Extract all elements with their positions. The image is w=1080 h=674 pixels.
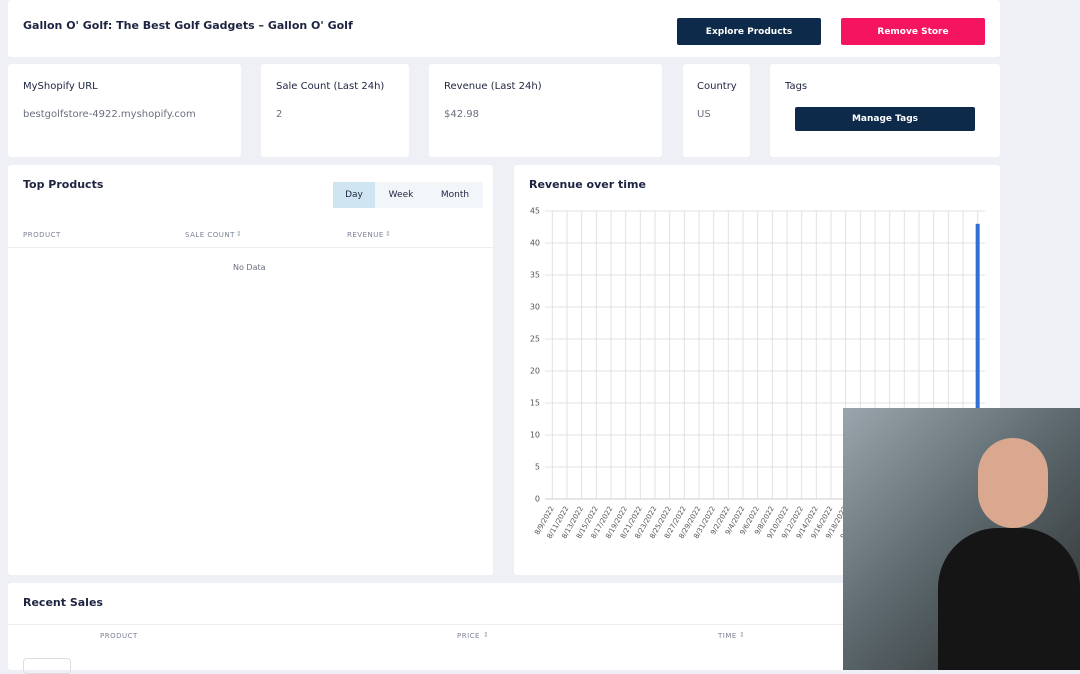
empty-message: No Data <box>233 263 266 272</box>
stat-card: Sale Count (Last 24h) 2 <box>261 64 409 157</box>
y-tick-label: 20 <box>530 367 540 376</box>
tab[interactable]: Week <box>388 190 414 200</box>
column-header: PRODUCT <box>100 632 138 640</box>
tags-card: Tags Manage Tags <box>770 64 1000 157</box>
y-tick-label: 35 <box>530 271 540 280</box>
section-title: Recent Sales <box>23 596 103 609</box>
section-title: Top Products <box>23 178 104 191</box>
stat-label: Country <box>697 81 737 92</box>
tags-label: Tags <box>785 81 808 92</box>
stat-value: $42.98 <box>444 109 479 120</box>
sort-icon[interactable]: ⇕ <box>483 631 489 639</box>
column-header[interactable]: SALE COUNT <box>185 231 235 239</box>
webcam-face <box>978 438 1048 528</box>
stat-value: bestgolfstore-4922.myshopify.com <box>23 109 196 120</box>
webcam-overlay <box>843 408 1080 670</box>
top-products-card: Top Products Day Week Month PRODUCT SALE… <box>8 165 493 575</box>
explore-button[interactable]: Explore Products <box>677 18 821 45</box>
webcam-person <box>938 528 1080 670</box>
stat-label: Sale Count (Last 24h) <box>276 81 385 92</box>
chart-card: Revenue over time 0 5 10 15 20 25 30 35 40 45 8/9/… <box>514 165 1000 575</box>
tab-bar: Day Week Month <box>333 182 483 208</box>
header-card: Gallon O' Golf: The Best Golf Gadgets – … <box>8 0 1000 57</box>
y-tick-label: 15 <box>530 399 540 408</box>
tab[interactable]: Month <box>440 190 470 200</box>
y-tick-label: 25 <box>530 335 540 344</box>
stat-value: US <box>697 109 711 120</box>
y-tick-label: 5 <box>535 463 540 472</box>
stat-card: MyShopify URL bestgolfstore-4922.myshopi… <box>8 64 241 157</box>
manage-tags-button[interactable]: Manage Tags <box>795 107 975 131</box>
tab[interactable]: Day <box>333 182 375 208</box>
stat-value: 2 <box>276 109 283 120</box>
bar <box>975 223 980 500</box>
stat-label: MyShopify URL <box>23 81 98 92</box>
stat-card: Revenue (Last 24h) $42.98 <box>429 64 662 157</box>
divider <box>8 624 1000 625</box>
divider <box>8 247 493 248</box>
column-header: PRODUCT <box>23 231 61 239</box>
y-tick-label: 45 <box>530 207 540 216</box>
column-header[interactable]: TIME <box>718 632 737 640</box>
y-tick-label: 30 <box>530 303 540 312</box>
column-header[interactable]: PRICE <box>457 632 480 640</box>
remove-button[interactable]: Remove Store <box>841 18 985 45</box>
column-header[interactable]: REVENUE <box>347 231 384 239</box>
stat-card: Country US <box>683 64 750 157</box>
sort-icon[interactable]: ⇕ <box>739 631 745 639</box>
sort-icon[interactable]: ⇕ <box>236 230 242 238</box>
recent-sales-card: Recent Sales PRODUCT PRICE ⇕ TIME ⇕ <box>8 583 1000 674</box>
store-title: Gallon O' Golf: The Best Golf Gadgets – … <box>23 19 353 32</box>
product-thumbnail <box>23 658 71 674</box>
y-tick-label: 40 <box>530 239 540 248</box>
sort-icon[interactable]: ⇕ <box>385 230 391 238</box>
y-tick-label: 0 <box>535 495 540 504</box>
stat-label: Revenue (Last 24h) <box>444 81 542 92</box>
chart-title: Revenue over time <box>529 178 646 191</box>
y-tick-label: 10 <box>530 431 540 440</box>
